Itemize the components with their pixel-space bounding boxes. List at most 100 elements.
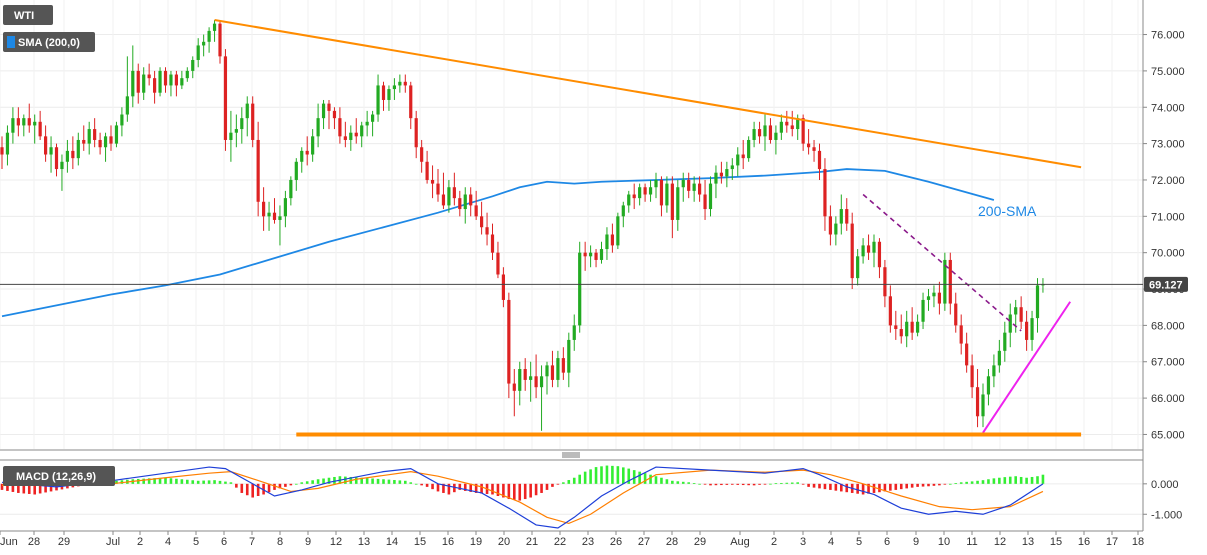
macd-histogram-bar: [785, 482, 789, 484]
macd-histogram-bar: [1036, 476, 1039, 484]
macd-histogram-bar: [932, 483, 936, 486]
price-axis: 65.00066.00067.00068.00069.00070.00071.0…: [1143, 30, 1185, 441]
macd-histogram-bar: [600, 466, 603, 484]
candle: [921, 292, 925, 330]
candle: [371, 110, 375, 137]
candle: [719, 161, 723, 184]
candle: [218, 19, 222, 64]
candle: [828, 205, 832, 246]
candle: [834, 216, 838, 246]
candle-body: [975, 387, 980, 417]
macd-plot-area: [0, 461, 1143, 531]
macd-histogram-bar: [1008, 476, 1012, 484]
candle-body: [883, 267, 887, 297]
macd-histogram-bar: [420, 483, 423, 486]
candle: [294, 158, 298, 191]
candle: [621, 201, 625, 228]
candle-body: [60, 161, 64, 170]
macd-histogram-bar: [22, 483, 26, 494]
macd-histogram-bar: [436, 483, 440, 492]
macd-histogram-bar: [414, 483, 418, 485]
candle-body: [65, 150, 69, 162]
x-tick-label: 22: [554, 536, 566, 548]
candle: [212, 19, 217, 42]
pane-resize-handle[interactable]: [562, 452, 580, 458]
macd-histogram-bar: [998, 477, 1001, 484]
candle: [926, 289, 931, 311]
macd-histogram-bar: [518, 483, 522, 501]
candle: [16, 107, 20, 137]
date-axis: Jun 28 29 Jul 2 4 5 6 7 8 9 12 13 14 15 16 19 20 21 22 23 26 2…: [0, 531, 1144, 548]
candle: [22, 114, 26, 137]
candle: [823, 158, 827, 231]
macd-histogram-bar: [322, 478, 325, 484]
dashed-resistance-line: [862, 193, 1022, 332]
candle: [1019, 296, 1023, 330]
candle: [741, 139, 745, 170]
candle-body: [136, 70, 140, 93]
macd-histogram-bar: [649, 474, 652, 484]
candle-body: [572, 325, 576, 340]
x-tick-label: 12: [994, 536, 1006, 548]
x-tick-label: 16: [1078, 536, 1090, 548]
candle-body: [905, 321, 909, 337]
macd-histogram-bar: [916, 483, 919, 487]
candle-body: [480, 216, 484, 228]
y-tick-label: 68.000: [1151, 320, 1185, 332]
macd-histogram-bar: [1019, 476, 1023, 484]
candle-body: [5, 132, 10, 155]
candle-body: [158, 70, 162, 93]
candle-body: [496, 252, 500, 275]
macd-histogram-bar: [153, 478, 156, 484]
macd-histogram-bar: [905, 483, 908, 489]
candle-body: [1030, 318, 1034, 340]
candle-body: [114, 125, 119, 144]
macd-histogram-bar: [572, 477, 576, 484]
macd-histogram-bar: [774, 483, 778, 485]
candle: [114, 121, 119, 148]
macd-histogram-bar: [376, 478, 380, 484]
candle: [959, 314, 963, 355]
candle-body: [708, 183, 713, 210]
y-tick-label: 72.000: [1151, 175, 1185, 187]
candle-body: [621, 205, 625, 217]
candle-body: [163, 70, 168, 86]
candle-body: [817, 150, 822, 170]
macd-histogram-bar: [447, 483, 451, 495]
candle-body: [948, 259, 952, 304]
macd-histogram-bar: [344, 476, 347, 484]
candle: [49, 136, 53, 173]
macd-histogram-bar: [469, 483, 472, 492]
candle: [496, 241, 500, 279]
candle-body: [1008, 314, 1012, 333]
candle-body: [414, 118, 418, 148]
macd-histogram-bar: [1003, 477, 1007, 484]
macd-histogram-bar: [829, 483, 832, 490]
candle-body: [131, 70, 135, 97]
candle: [752, 121, 756, 148]
macd-histogram-bar: [627, 468, 631, 484]
macd-histogram-bar: [27, 483, 31, 494]
macd-histogram-bar: [142, 478, 145, 484]
candle-body: [392, 85, 396, 90]
macd-histogram-bar: [741, 483, 745, 486]
macd-histogram-bar: [300, 482, 304, 484]
macd-histogram-bar: [442, 483, 445, 493]
macd-histogram-bar: [360, 477, 363, 484]
candle: [185, 67, 189, 82]
macd-histogram-bar: [567, 480, 571, 484]
candle-body: [954, 303, 958, 326]
macd-histogram-bar: [311, 480, 314, 484]
macd-histogram-bar: [954, 483, 958, 484]
macd-histogram-bar: [671, 480, 674, 484]
candle: [153, 70, 157, 104]
macd-histogram-bar: [714, 483, 718, 486]
candle-body: [698, 183, 702, 195]
candle-body: [294, 161, 298, 180]
candle: [937, 281, 941, 315]
macd-histogram-bar: [867, 483, 870, 494]
candle-body: [387, 89, 391, 100]
candle-body: [169, 74, 173, 86]
candle: [54, 143, 59, 177]
